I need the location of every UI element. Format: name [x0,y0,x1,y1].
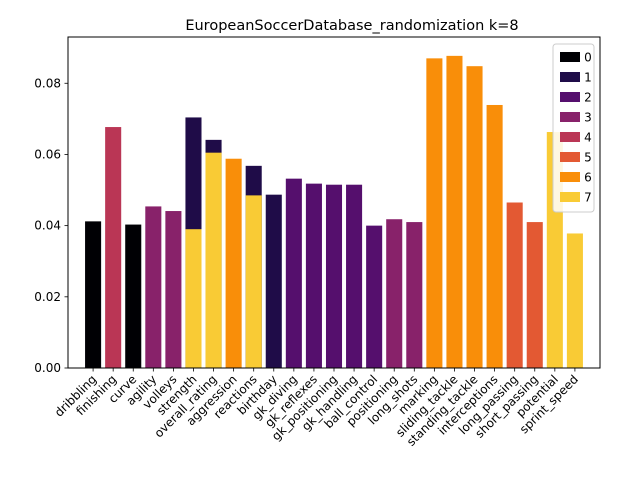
legend-swatch-1 [560,72,580,82]
chart-title: EuropeanSoccerDatabase_randomization k=8 [185,18,518,34]
bar-gk_handling-cluster-2 [346,184,363,368]
legend: 0 1 2 3 4 5 6 7 [552,43,595,213]
bar-strength-cluster-7 [185,229,202,368]
legend-swatch-5 [560,152,580,162]
plot-frame [67,36,601,369]
bar-long_passing-cluster-5 [506,202,523,368]
x-axis-ticks: dribblingfinishingcurveagilityvolleysstr… [52,368,581,449]
bar-interceptions-cluster-6 [486,104,503,369]
y-axis-ticks: 0.00 0.02 0.04 0.06 0.08 [34,76,68,375]
legend-swatch-2 [560,92,580,102]
bar-dribbling-cluster-0 [85,221,102,368]
y-tick-label: 0.08 [34,76,61,90]
legend-label-7: 7 [584,191,592,205]
bar-gk_positioning-cluster-2 [325,184,343,368]
bar-curve-cluster-0 [125,224,142,368]
legend-swatch-6 [560,172,580,182]
legend-swatch-4 [560,132,580,142]
bar-birthday-cluster-1 [265,194,282,368]
bar-aggression-cluster-6 [225,158,242,368]
legend-label-3: 3 [584,111,592,125]
bar-sprint_speed-cluster-7 [566,233,583,368]
y-tick-label: 0.00 [34,361,61,375]
bar-standing_tackle-cluster-6 [466,66,483,369]
legend-swatch-3 [560,112,580,122]
bar-positioning-cluster-3 [386,219,403,368]
bar-ball_control-cluster-2 [366,225,383,368]
legend-label-4: 4 [584,131,592,145]
bar-long_shots-cluster-3 [406,222,423,368]
bar-overall_rating-cluster-7 [205,152,222,368]
y-tick-label: 0.06 [34,147,61,161]
bar-finishing-cluster-4 [105,127,122,368]
bar-reactions-cluster-7 [245,195,262,368]
legend-label-0: 0 [584,51,592,65]
bar-agility-cluster-3 [145,206,162,368]
bar-gk_reflexes-cluster-2 [305,183,322,368]
legend-swatch-0 [560,52,580,62]
legend-label-1: 1 [584,71,592,85]
legend-label-2: 2 [584,91,592,105]
bars-group [85,55,583,369]
legend-label-6: 6 [584,171,592,185]
bar-short_passing-cluster-5 [526,222,543,368]
bar-gk_diving-cluster-2 [285,178,302,368]
bar-marking-cluster-6 [426,58,443,369]
legend-label-5: 5 [584,151,592,165]
y-tick-label: 0.04 [34,219,61,233]
legend-swatch-7 [560,192,580,202]
bar-sliding_tackle-cluster-6 [446,55,463,369]
legend-box [552,43,595,213]
bar-volleys-cluster-3 [165,211,182,368]
y-tick-label: 0.02 [34,290,61,304]
